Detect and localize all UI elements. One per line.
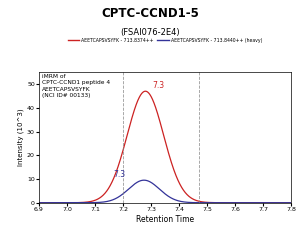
Text: iMRM of
CPTC-CCND1 peptide 4
AEETCAPSVSYFK
(NCI ID# 00133): iMRM of CPTC-CCND1 peptide 4 AEETCAPSVSY… (41, 74, 110, 98)
Text: (FSAI076-2E4): (FSAI076-2E4) (120, 28, 180, 37)
X-axis label: Retention Time: Retention Time (136, 215, 194, 224)
Text: 7.3: 7.3 (114, 171, 126, 179)
Text: 7.3: 7.3 (152, 81, 164, 90)
Y-axis label: Intensity (10^3): Intensity (10^3) (18, 109, 24, 166)
Text: CPTC-CCND1-5: CPTC-CCND1-5 (101, 7, 199, 20)
Legend: AEETCAPSVSYFK - 713.8374++, AEETCAPSVSYFK - 713.8440++ (heavy): AEETCAPSVSYFK - 713.8374++, AEETCAPSVSYF… (68, 38, 262, 43)
